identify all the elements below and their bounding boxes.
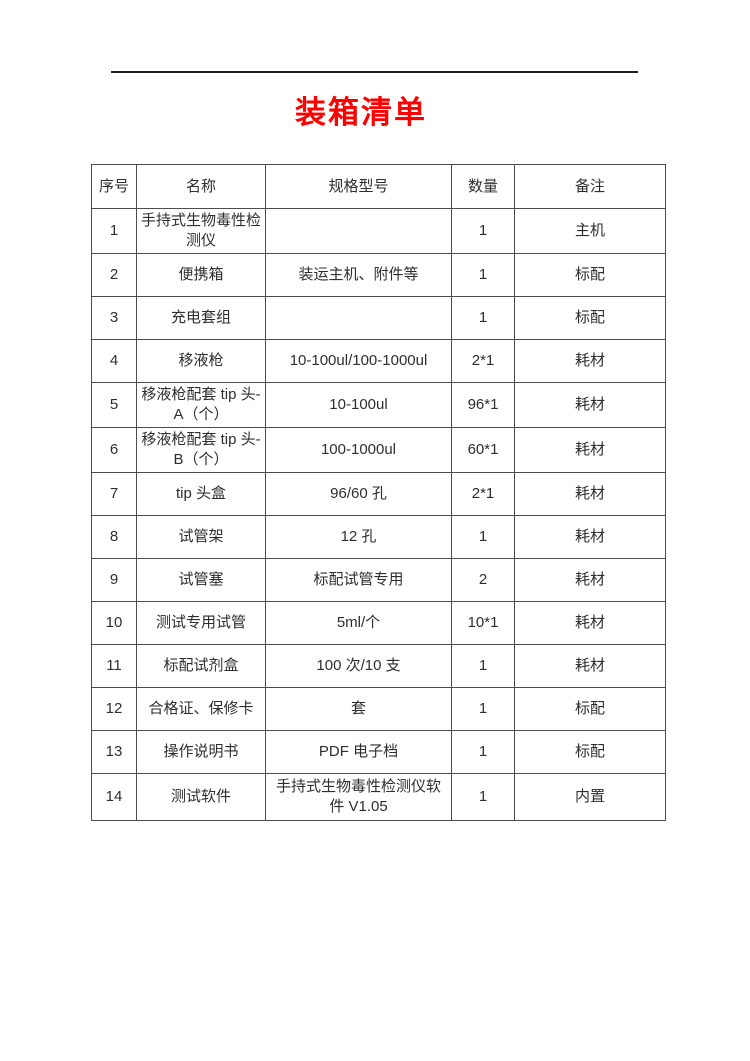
table-row: 3 充电套组 1 标配 (91, 296, 666, 340)
cell-name: 测试软件 (136, 773, 266, 821)
packing-list-table: 序号 名称 规格型号 数量 备注 1 手持式生物毒性检测仪 1 主机 2 便携箱… (91, 164, 666, 821)
cell-name: 充电套组 (136, 296, 266, 340)
cell-qty: 2*1 (451, 472, 515, 516)
cell-name: 移液枪配套 tip 头-B（个） (136, 427, 266, 473)
cell-spec: 100-1000ul (265, 427, 452, 473)
cell-no: 10 (91, 601, 137, 645)
cell-spec: 100 次/10 支 (265, 644, 452, 688)
cell-name: 移液枪配套 tip 头-A（个） (136, 382, 266, 428)
cell-spec: 手持式生物毒性检测仪软件 V1.05 (265, 773, 452, 821)
cell-name: tip 头盒 (136, 472, 266, 516)
cell-no: 11 (91, 644, 137, 688)
cell-name: 手持式生物毒性检测仪 (136, 208, 266, 254)
cell-spec (265, 208, 452, 254)
cell-note: 耗材 (514, 558, 666, 602)
cell-note: 耗材 (514, 339, 666, 383)
cell-note: 耗材 (514, 644, 666, 688)
cell-no: 8 (91, 515, 137, 559)
table-row: 11 标配试剂盒 100 次/10 支 1 耗材 (91, 644, 666, 688)
table-row: 9 试管塞 标配试管专用 2 耗材 (91, 558, 666, 602)
table-row: 13 操作说明书 PDF 电子档 1 标配 (91, 730, 666, 774)
cell-no: 14 (91, 773, 137, 821)
cell-qty: 10*1 (451, 601, 515, 645)
table-row: 2 便携箱 装运主机、附件等 1 标配 (91, 253, 666, 297)
cell-note: 耗材 (514, 427, 666, 473)
table-row: 6 移液枪配套 tip 头-B（个） 100-1000ul 60*1 耗材 (91, 427, 666, 473)
cell-spec: 10-100ul (265, 382, 452, 428)
cell-note: 耗材 (514, 472, 666, 516)
cell-qty: 1 (451, 208, 515, 254)
cell-qty: 1 (451, 687, 515, 731)
cell-no: 9 (91, 558, 137, 602)
cell-note: 标配 (514, 687, 666, 731)
cell-name: 操作说明书 (136, 730, 266, 774)
cell-spec: 5ml/个 (265, 601, 452, 645)
cell-no: 3 (91, 296, 137, 340)
cell-note: 耗材 (514, 515, 666, 559)
cell-spec: 12 孔 (265, 515, 452, 559)
cell-no: 6 (91, 427, 137, 473)
cell-qty: 1 (451, 253, 515, 297)
cell-name: 试管架 (136, 515, 266, 559)
page-title: 装箱清单 (295, 95, 427, 130)
cell-note: 耗材 (514, 382, 666, 428)
cell-no: 12 (91, 687, 137, 731)
cell-no: 5 (91, 382, 137, 428)
cell-no: 4 (91, 339, 137, 383)
cell-no: 7 (91, 472, 137, 516)
table-row: 8 试管架 12 孔 1 耗材 (91, 515, 666, 559)
cell-name: 标配试剂盒 (136, 644, 266, 688)
cell-qty: 60*1 (451, 427, 515, 473)
cell-qty: 1 (451, 773, 515, 821)
cell-spec: 10-100ul/100-1000ul (265, 339, 452, 383)
cell-note: 耗材 (514, 601, 666, 645)
cell-qty: 1 (451, 730, 515, 774)
cell-name: 测试专用试管 (136, 601, 266, 645)
column-header-name: 名称 (136, 164, 266, 209)
cell-qty: 1 (451, 515, 515, 559)
cell-name: 便携箱 (136, 253, 266, 297)
table-row: 7 tip 头盒 96/60 孔 2*1 耗材 (91, 472, 666, 516)
cell-qty: 2 (451, 558, 515, 602)
table-row: 14 测试软件 手持式生物毒性检测仪软件 V1.05 1 内置 (91, 773, 666, 821)
cell-qty: 1 (451, 644, 515, 688)
cell-qty: 96*1 (451, 382, 515, 428)
table-row: 5 移液枪配套 tip 头-A（个） 10-100ul 96*1 耗材 (91, 382, 666, 428)
cell-spec: 96/60 孔 (265, 472, 452, 516)
cell-name: 合格证、保修卡 (136, 687, 266, 731)
table-row: 12 合格证、保修卡 套 1 标配 (91, 687, 666, 731)
table-row: 1 手持式生物毒性检测仪 1 主机 (91, 208, 666, 254)
column-header-spec: 规格型号 (265, 164, 452, 209)
table-row: 4 移液枪 10-100ul/100-1000ul 2*1 耗材 (91, 339, 666, 383)
cell-note: 内置 (514, 773, 666, 821)
header-divider-line (111, 71, 638, 73)
cell-name: 试管塞 (136, 558, 266, 602)
column-header-no: 序号 (91, 164, 137, 209)
table-header-row: 序号 名称 规格型号 数量 备注 (91, 164, 666, 209)
column-header-qty: 数量 (451, 164, 515, 209)
cell-qty: 1 (451, 296, 515, 340)
cell-note: 主机 (514, 208, 666, 254)
cell-no: 1 (91, 208, 137, 254)
cell-no: 13 (91, 730, 137, 774)
column-header-note: 备注 (514, 164, 666, 209)
cell-spec: 套 (265, 687, 452, 731)
cell-spec: 装运主机、附件等 (265, 253, 452, 297)
table-row: 10 测试专用试管 5ml/个 10*1 耗材 (91, 601, 666, 645)
cell-no: 2 (91, 253, 137, 297)
cell-spec: 标配试管专用 (265, 558, 452, 602)
cell-name: 移液枪 (136, 339, 266, 383)
cell-qty: 2*1 (451, 339, 515, 383)
cell-spec: PDF 电子档 (265, 730, 452, 774)
cell-spec (265, 296, 452, 340)
cell-note: 标配 (514, 730, 666, 774)
cell-note: 标配 (514, 253, 666, 297)
cell-note: 标配 (514, 296, 666, 340)
